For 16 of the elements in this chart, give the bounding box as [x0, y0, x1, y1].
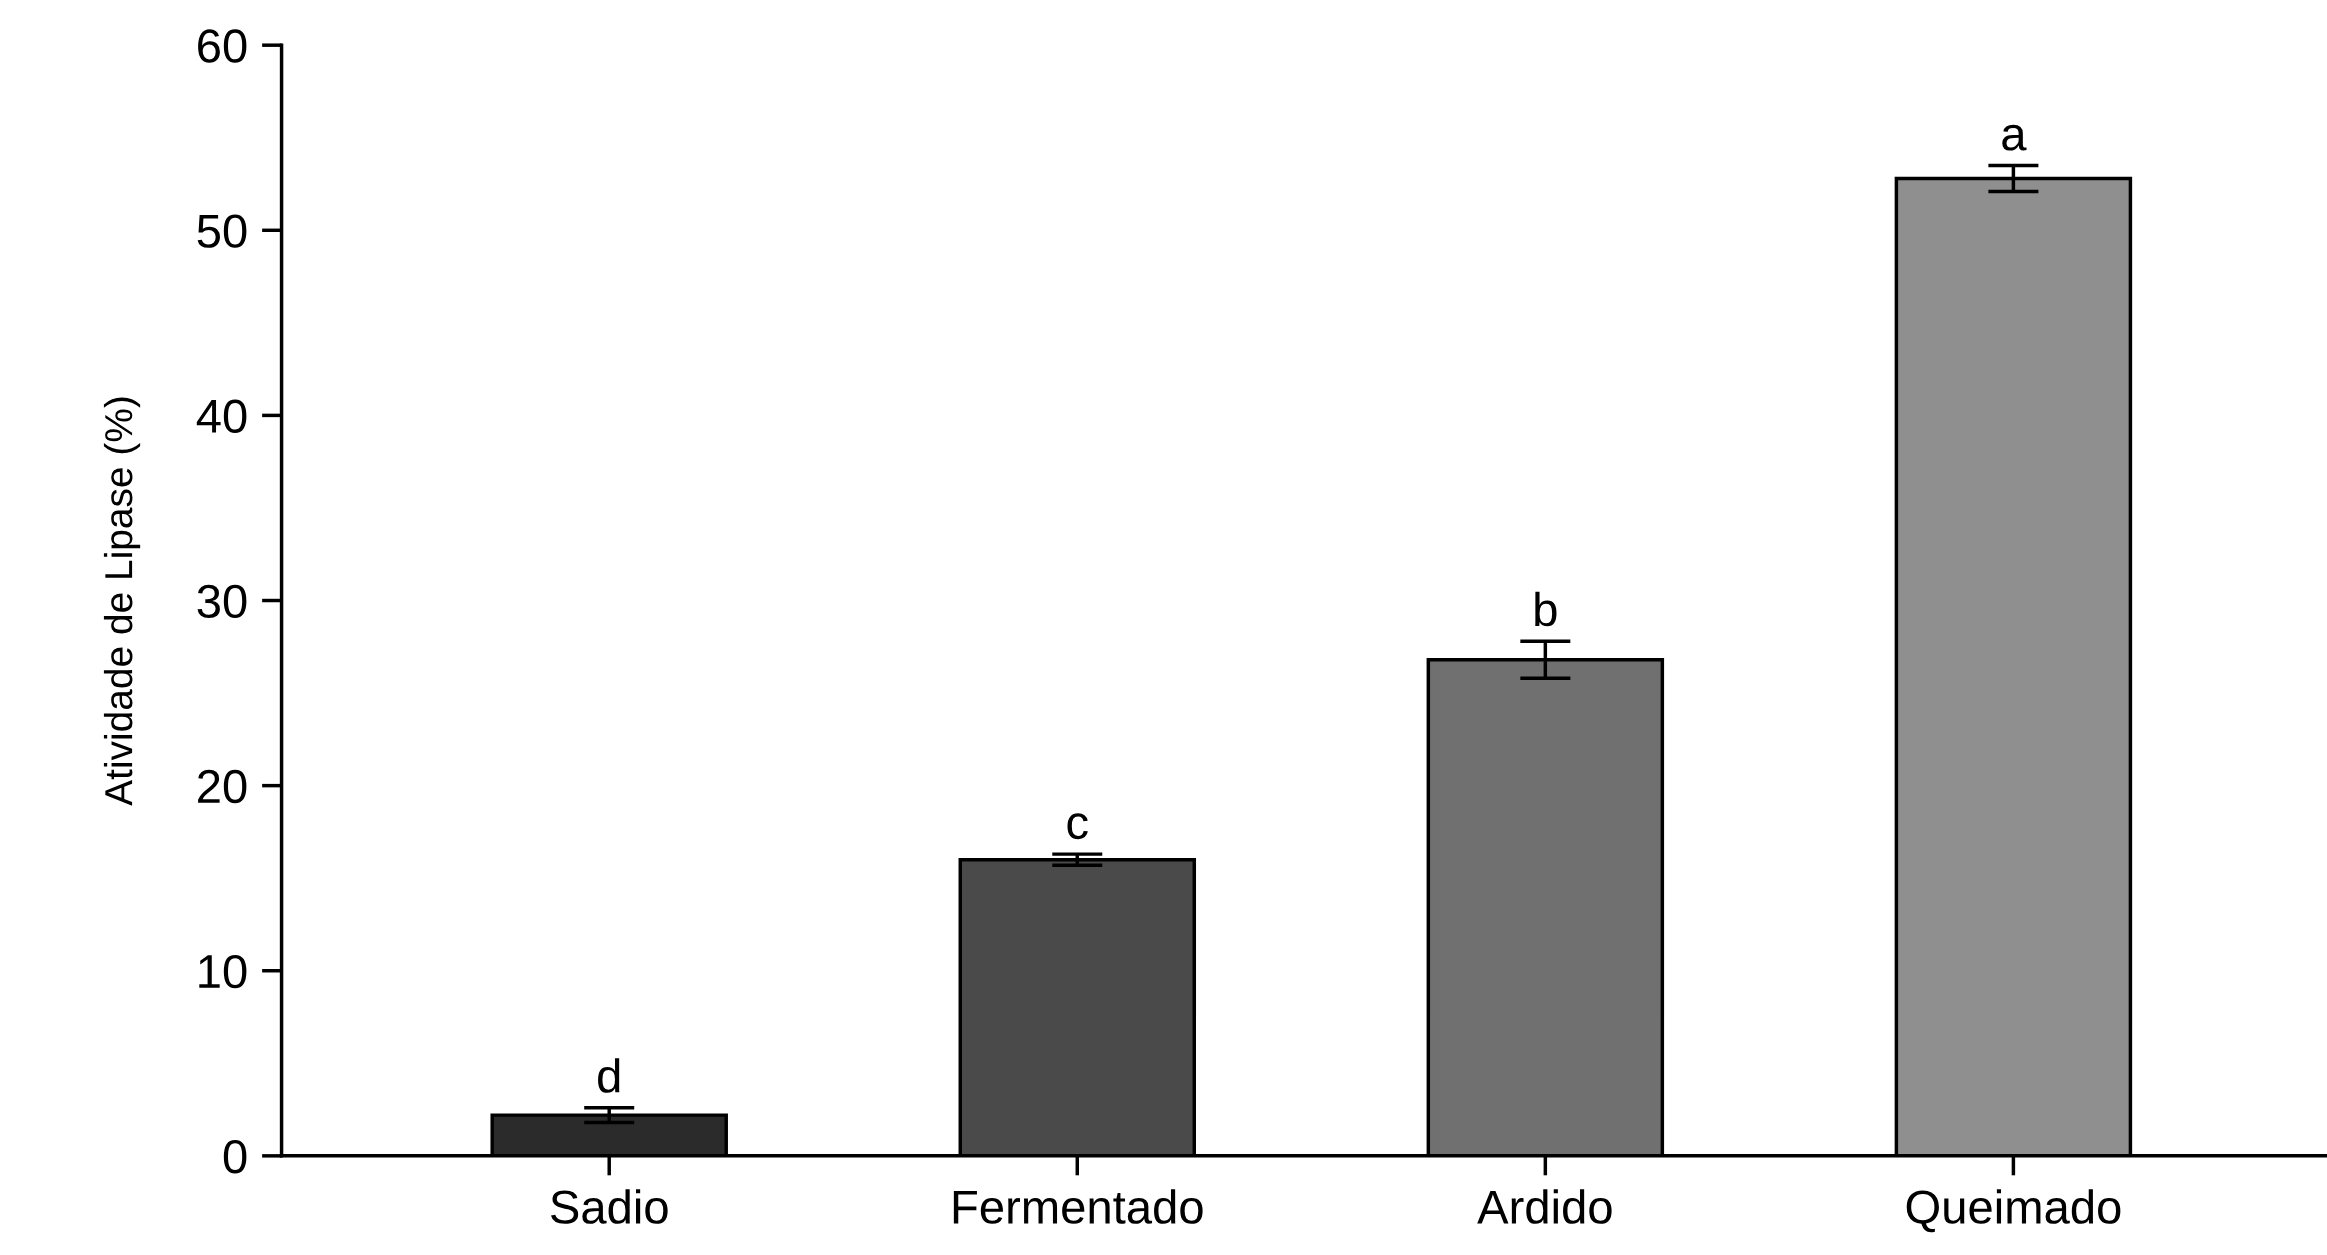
- y-tick-label: 20: [198, 769, 247, 804]
- y-axis-title: Atividade de Lipase (%): [103, 397, 141, 806]
- y-tick-label: 10: [199, 954, 247, 989]
- y-tick-label: 40: [196, 399, 247, 433]
- annotation: c: [1067, 813, 1088, 840]
- x-tick-label: Fermentado: [953, 1189, 1203, 1224]
- x-tick-label: Ardido: [1477, 1189, 1612, 1224]
- y-tick-label: 0: [223, 1139, 247, 1174]
- y-tick-label: 50: [197, 214, 247, 248]
- annotation: a: [2002, 124, 2027, 151]
- x-tick-label: Sadio: [550, 1189, 668, 1224]
- y-tick-label: 60: [198, 29, 247, 63]
- x-tick-label: Queimado: [1906, 1189, 2121, 1233]
- y-tick-label: 30: [197, 584, 247, 619]
- annotation: b: [1535, 591, 1557, 627]
- annotation: d: [598, 1058, 620, 1093]
